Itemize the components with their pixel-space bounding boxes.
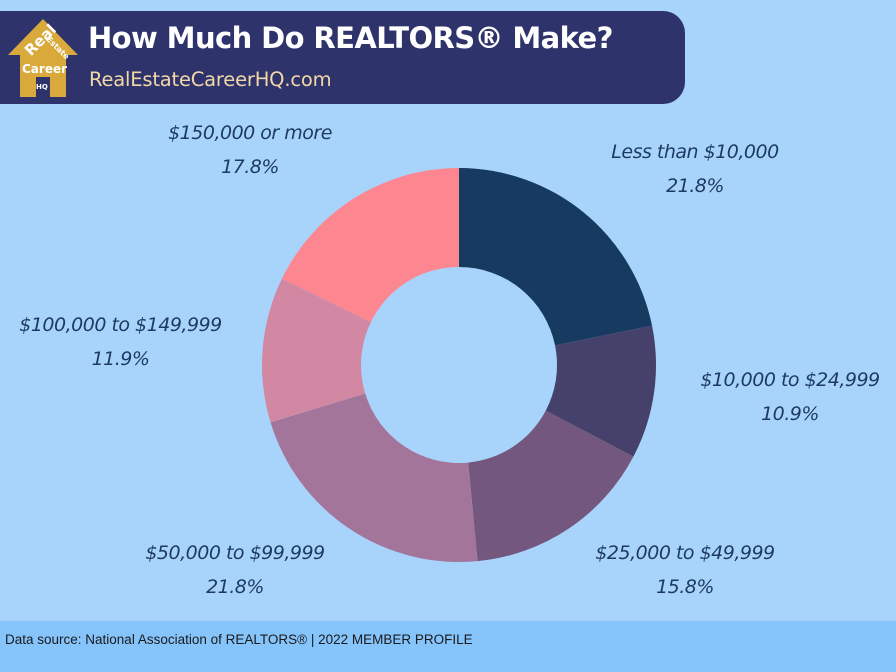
site-url: RealEstateCareerHQ.com <box>89 68 332 91</box>
label-25k-50k: $25,000 to $49,999 15.8% <box>595 542 775 598</box>
svg-text:Career: Career <box>22 62 67 76</box>
page-title: How Much Do REALTORS® Make? <box>88 21 613 55</box>
label-100k-150k: $100,000 to $149,999 11.9% <box>19 314 222 370</box>
donut-slice <box>281 168 459 323</box>
donut-slice <box>545 325 656 457</box>
label-less-than-10k: Less than $10,000 21.8% <box>611 141 779 197</box>
header-banner: Real Estate Career HQ How Much Do REALTO… <box>0 11 685 104</box>
donut-slice <box>468 410 634 562</box>
svg-text:HQ: HQ <box>36 83 48 91</box>
footer-bar: Data source: National Association of REA… <box>0 621 896 672</box>
label-150k-plus: $150,000 or more 17.8% <box>168 122 332 178</box>
data-source: Data source: National Association of REA… <box>5 632 473 647</box>
donut-slice <box>459 168 653 346</box>
donut-slice <box>270 393 478 563</box>
label-50k-100k: $50,000 to $99,999 21.8% <box>145 542 325 598</box>
label-10k-25k: $10,000 to $24,999 10.9% <box>700 369 880 425</box>
donut-slice <box>262 278 371 423</box>
house-logo-icon: Real Estate Career HQ <box>8 19 78 97</box>
donut-chart <box>262 168 656 563</box>
